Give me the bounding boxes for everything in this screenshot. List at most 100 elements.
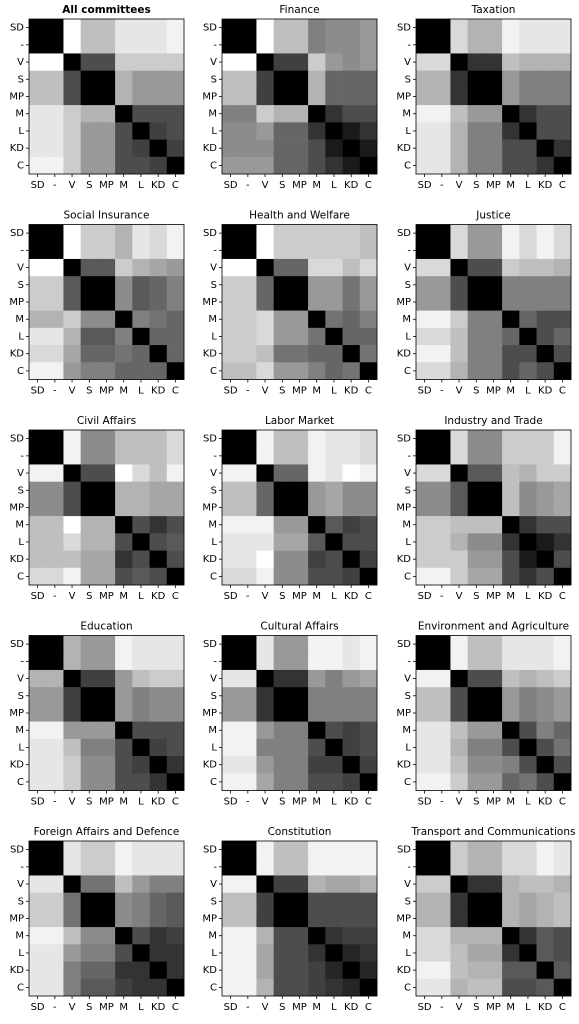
heatmap-cell xyxy=(132,550,150,569)
heatmap-cell xyxy=(553,652,572,671)
heatmap-cell xyxy=(433,756,451,774)
heatmap-cell xyxy=(342,156,361,175)
y-tick-label: M xyxy=(15,725,24,736)
heatmap-cell xyxy=(325,773,343,791)
x-tick-label: L xyxy=(331,797,337,808)
heatmap-cell xyxy=(519,533,537,551)
heatmap-cell xyxy=(290,139,309,158)
heatmap-cell xyxy=(308,464,326,482)
heatmap-cell xyxy=(63,241,81,260)
heatmap-cell xyxy=(416,961,434,980)
y-tick-label: KD xyxy=(203,143,218,154)
heatmap-cell xyxy=(273,892,292,911)
heatmap-cell xyxy=(342,276,361,294)
heatmap-cell xyxy=(359,310,378,329)
x-tick-label: V xyxy=(262,797,269,808)
heatmap-cell xyxy=(149,944,168,962)
heatmap-cell xyxy=(325,345,343,363)
heatmap-cell xyxy=(63,652,81,671)
heatmap-cell xyxy=(359,87,378,106)
heatmap-cell xyxy=(308,927,326,945)
heatmap-cell xyxy=(342,481,361,500)
heatmap-cell xyxy=(222,961,240,980)
y-tick-label: KD xyxy=(203,965,218,976)
x-tick-label: MP xyxy=(486,180,501,191)
heatmap-cell xyxy=(273,927,292,945)
heatmap-cell xyxy=(222,652,240,671)
heatmap-cell xyxy=(29,258,47,277)
y-tick-label: - xyxy=(213,245,217,256)
heatmap-cell xyxy=(166,36,185,54)
heatmap-cell xyxy=(46,139,64,158)
heatmap-cell xyxy=(536,36,555,54)
heatmap-cell xyxy=(46,704,64,722)
heatmap-cell xyxy=(239,19,257,37)
heatmap-cell xyxy=(290,241,309,260)
heatmap-cell xyxy=(519,310,537,329)
x-tick-label: S xyxy=(279,386,285,397)
heatmap-cell xyxy=(132,241,150,260)
heatmap-cell xyxy=(239,875,257,893)
heatmap-cell xyxy=(46,430,64,448)
heatmap-cell xyxy=(536,122,555,140)
heatmap-cell xyxy=(115,892,133,911)
y-tick-label: KD xyxy=(203,760,218,771)
heatmap-cell xyxy=(97,516,116,534)
heatmap-cell xyxy=(416,241,434,260)
y-tick-label: MP xyxy=(202,914,217,925)
heatmap-cell xyxy=(536,293,555,311)
heatmap-cell xyxy=(342,464,361,482)
y-tick-label: S xyxy=(211,485,217,496)
heatmap-cell xyxy=(63,258,81,277)
heatmap-cell xyxy=(29,362,47,380)
heatmap-cell xyxy=(308,87,326,106)
heatmap-cell xyxy=(273,447,292,465)
heatmap-cell xyxy=(536,464,555,482)
heatmap-cell xyxy=(290,122,309,140)
x-tick-label: KD xyxy=(151,386,166,397)
heatmap-cell xyxy=(416,447,434,465)
heatmap-cell xyxy=(325,430,343,448)
heatmap-cell xyxy=(484,635,503,654)
y-tick-label: L xyxy=(211,742,217,753)
heatmap-cell xyxy=(359,721,378,740)
heatmap-cell xyxy=(484,978,503,997)
heatmap-cell xyxy=(325,858,343,876)
heatmap-cell xyxy=(308,533,326,551)
heatmap-cell xyxy=(433,961,451,980)
heatmap-cell xyxy=(63,345,81,363)
heatmap-cell xyxy=(273,533,292,551)
x-tick-label: L xyxy=(138,180,144,191)
heatmap-cell xyxy=(97,53,116,71)
heatmap-cell xyxy=(450,327,468,346)
heatmap-cell xyxy=(222,430,240,448)
heatmap-cell xyxy=(46,961,64,980)
heatmap-cell xyxy=(80,909,99,928)
heatmap-cell xyxy=(256,944,274,962)
heatmap-cell xyxy=(416,738,434,757)
heatmap-cell xyxy=(433,258,451,277)
x-tick-label: KD xyxy=(344,180,359,191)
heatmap-cell xyxy=(256,53,274,71)
heatmap-cell xyxy=(239,464,257,482)
heatmap-cell xyxy=(308,516,326,534)
heatmap-cell xyxy=(290,70,309,89)
heatmap-cell xyxy=(63,224,81,243)
x-tick-label: C xyxy=(365,180,372,191)
heatmap-cell xyxy=(46,927,64,945)
heatmap-cell xyxy=(132,310,150,329)
x-tick-label: MP xyxy=(486,797,501,808)
heatmap-cell xyxy=(553,944,572,962)
heatmap-cell xyxy=(115,327,133,346)
heatmap-cell xyxy=(450,498,468,517)
heatmap-cell xyxy=(450,533,468,551)
heatmap-cell xyxy=(536,327,555,346)
heatmap-cell xyxy=(273,156,292,175)
heatmap-cell xyxy=(484,464,503,482)
x-tick-label: M xyxy=(312,1002,321,1013)
y-tick-label: V xyxy=(17,879,24,890)
heatmap-cell xyxy=(166,841,185,859)
x-tick-label: M xyxy=(119,180,128,191)
heatmap-cell xyxy=(132,773,150,791)
heatmap-cell xyxy=(29,36,47,54)
